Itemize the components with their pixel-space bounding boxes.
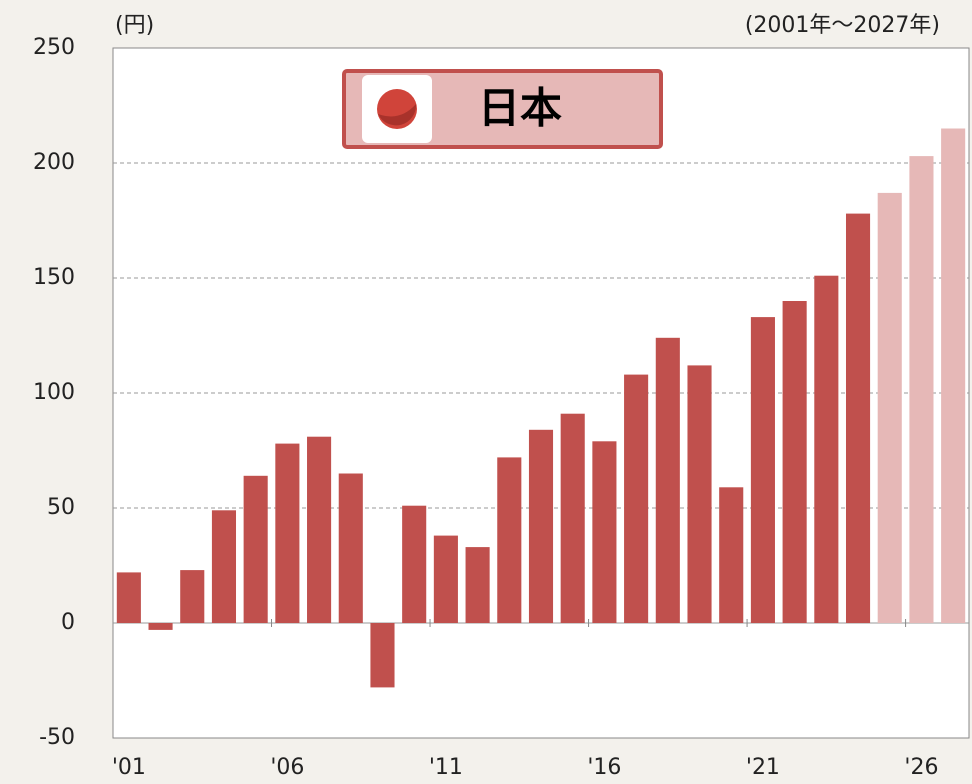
legend-icon-shade xyxy=(378,104,417,126)
y-tick-label: 150 xyxy=(33,265,75,290)
y-tick-label: 50 xyxy=(47,495,75,520)
y-tick-label: -50 xyxy=(39,725,75,750)
bar xyxy=(211,510,237,623)
legend-label: 日本 xyxy=(478,84,562,133)
bar xyxy=(402,505,427,623)
bar xyxy=(560,413,585,623)
bar xyxy=(433,535,458,623)
period-label: (2001年～2027年) xyxy=(745,13,940,38)
bar xyxy=(655,337,680,623)
x-tick-label: '11 xyxy=(429,755,463,780)
bar xyxy=(116,572,141,623)
x-tick-label: '06 xyxy=(270,755,304,780)
bar xyxy=(148,623,173,630)
bar xyxy=(307,436,332,623)
y-tick-label: 200 xyxy=(33,150,75,175)
bar xyxy=(845,213,871,623)
bar xyxy=(782,301,807,623)
bar xyxy=(370,623,395,688)
bar xyxy=(275,443,300,623)
y-tick-label: 100 xyxy=(33,380,75,405)
bar xyxy=(687,365,712,623)
bar xyxy=(338,473,363,623)
x-tick-label: '01 xyxy=(112,755,146,780)
bar xyxy=(941,128,966,623)
y-tick-label: 0 xyxy=(61,610,75,635)
bar xyxy=(497,457,522,623)
bar xyxy=(465,547,490,623)
bar xyxy=(243,475,268,623)
x-tick-label: '21 xyxy=(746,755,780,780)
bar xyxy=(528,429,554,623)
unit-label: (円) xyxy=(115,13,154,38)
y-tick-label: 250 xyxy=(33,35,75,60)
bar xyxy=(814,275,839,623)
bar xyxy=(180,570,205,623)
bar xyxy=(750,317,775,623)
bar xyxy=(719,487,744,623)
x-tick-label: '26 xyxy=(904,755,938,780)
bar xyxy=(592,441,617,623)
legend: 日本 xyxy=(342,69,663,149)
bar xyxy=(909,156,934,623)
x-tick-label: '16 xyxy=(587,755,621,780)
bar xyxy=(877,192,902,623)
bar xyxy=(624,374,649,623)
